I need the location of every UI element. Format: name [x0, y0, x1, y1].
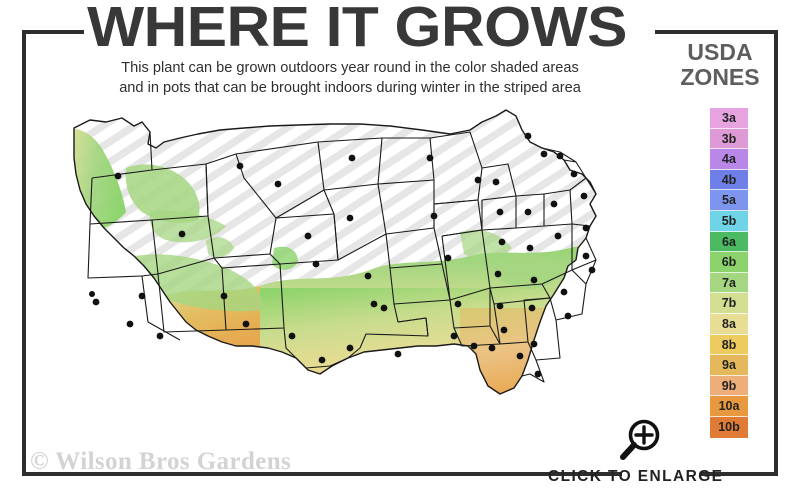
magnifier-zoom-icon[interactable]: [616, 418, 664, 462]
frame-bottom-segment: [22, 472, 622, 476]
zone-swatch-4b: 4b: [710, 169, 748, 191]
watermark-credit: © Wilson Bros Gardens: [30, 448, 292, 475]
city-dots: [89, 132, 596, 378]
zone-swatch-6a: 6a: [710, 231, 748, 253]
appalachian-green: [460, 229, 512, 259]
pnw-colored-notch: [74, 127, 126, 232]
zone-swatch-7a: 7a: [710, 272, 748, 294]
subtitle-line-2: and in pots that can be brought indoors …: [119, 80, 581, 96]
usda-zones-heading-line-2: ZONES: [680, 64, 760, 90]
striped-cold-region: [74, 110, 596, 312]
zone-swatch-9a: 9a: [710, 355, 748, 376]
zone-swatch-6b: 6b: [710, 252, 748, 273]
great-basin-green: [125, 254, 263, 312]
page-title: WHERE IT GROWS: [87, 0, 627, 59]
puget-sound-green: [125, 164, 200, 223]
zone-swatch-8b: 8b: [710, 334, 748, 356]
usda-zones-heading: USDA ZONES: [668, 40, 772, 90]
mid-atlantic-green: [494, 253, 564, 289]
usda-zones-heading-line-1: USDA: [687, 39, 753, 65]
usa-zone-map[interactable]: [30, 108, 660, 458]
zone-swatch-10b: 10b: [710, 416, 748, 438]
zone-legend: 3a 3b 4a 4b 5a 5b 6a 6b 7a 7b 8a 8b 9a 9b 10a 10b: [710, 108, 748, 438]
frame-right-segment: [774, 30, 778, 476]
click-to-enlarge-label[interactable]: CLICK TO ENLARGE: [548, 468, 724, 485]
subtitle-line-1: This plant can be grown outdoors year ro…: [121, 60, 579, 76]
zone-swatch-10a: 10a: [710, 396, 748, 417]
frame-bottom-right-segment: [700, 472, 778, 476]
frame-top-right-segment: [655, 30, 778, 34]
zone-swatch-5b: 5b: [710, 210, 748, 232]
subtitle: This plant can be grown outdoors year ro…: [40, 58, 660, 98]
state-borders: [73, 109, 597, 395]
zone-swatch-5a: 5a: [710, 190, 748, 211]
zone-swatch-7b: 7b: [710, 293, 748, 314]
hatch-fill: [74, 110, 596, 308]
zone-swatch-9b: 9b: [710, 375, 748, 397]
zone-swatch-3a: 3a: [710, 108, 748, 129]
frame-left-segment: [22, 30, 26, 476]
frame-top-left-segment: [22, 30, 84, 34]
zone-swatch-3b: 3b: [710, 128, 748, 150]
zone-swatch-8a: 8a: [710, 313, 748, 335]
zone-swatch-4a: 4a: [710, 149, 748, 170]
